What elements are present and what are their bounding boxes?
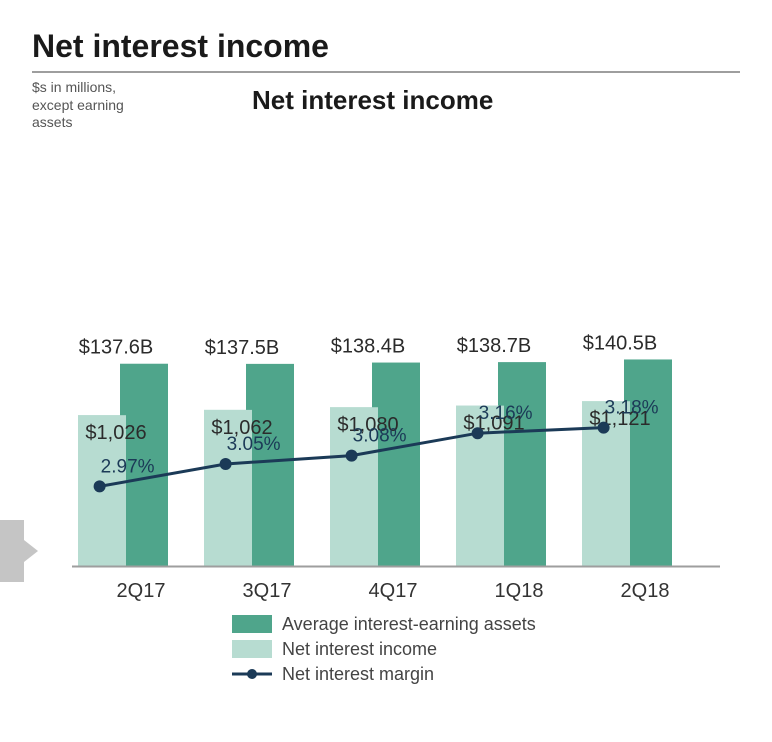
legend-item: Net interest margin [232, 664, 536, 685]
page-title: Net interest income [32, 28, 740, 65]
label-margin: 3.08% [353, 425, 407, 446]
label-assets: $138.7B [457, 335, 532, 357]
label-nii: $1,026 [85, 422, 146, 444]
label-margin: 3.18% [605, 397, 659, 418]
margin-marker [220, 458, 232, 470]
legend-label: Average interest-earning assets [282, 614, 536, 635]
x-axis-label: 2Q17 [78, 580, 204, 603]
legend-line-icon [232, 665, 272, 683]
axis-note: $s in millions, except earning assets [32, 79, 202, 132]
label-margin: 2.97% [101, 456, 155, 477]
chart: $137.6B$1,026$137.5B$1,062$138.4B$1,080$… [32, 166, 740, 686]
decorative-banner-icon [0, 520, 38, 582]
x-axis-label: 4Q17 [330, 580, 456, 603]
title-divider [32, 71, 740, 73]
bar-assets [498, 362, 546, 566]
chart-title: Net interest income [252, 85, 493, 116]
chart-svg: $137.6B$1,026$137.5B$1,062$138.4B$1,080$… [32, 166, 732, 686]
x-axis-label: 3Q17 [204, 580, 330, 603]
margin-marker [94, 480, 106, 492]
x-axis-labels: 2Q173Q174Q171Q182Q18 [78, 580, 708, 603]
label-assets: $138.4B [331, 335, 406, 357]
label-margin: 3.16% [479, 403, 533, 424]
margin-marker [598, 421, 610, 433]
legend-item: Average interest-earning assets [232, 614, 536, 635]
bar-assets [372, 362, 420, 565]
bar-assets [246, 363, 294, 565]
label-assets: $140.5B [583, 332, 658, 354]
legend-label: Net interest margin [282, 664, 434, 685]
label-assets: $137.6B [79, 336, 154, 358]
bar-assets [624, 359, 672, 566]
legend-item: Net interest income [232, 639, 536, 660]
x-axis-label: 2Q18 [582, 580, 708, 603]
legend-swatch [232, 640, 272, 658]
margin-marker [346, 449, 358, 461]
x-axis-label: 1Q18 [456, 580, 582, 603]
label-assets: $137.5B [205, 336, 280, 358]
margin-marker [472, 427, 484, 439]
label-margin: 3.05% [227, 434, 281, 455]
legend-swatch [232, 615, 272, 633]
legend-label: Net interest income [282, 639, 437, 660]
legend: Average interest-earning assets Net inter… [232, 610, 536, 682]
